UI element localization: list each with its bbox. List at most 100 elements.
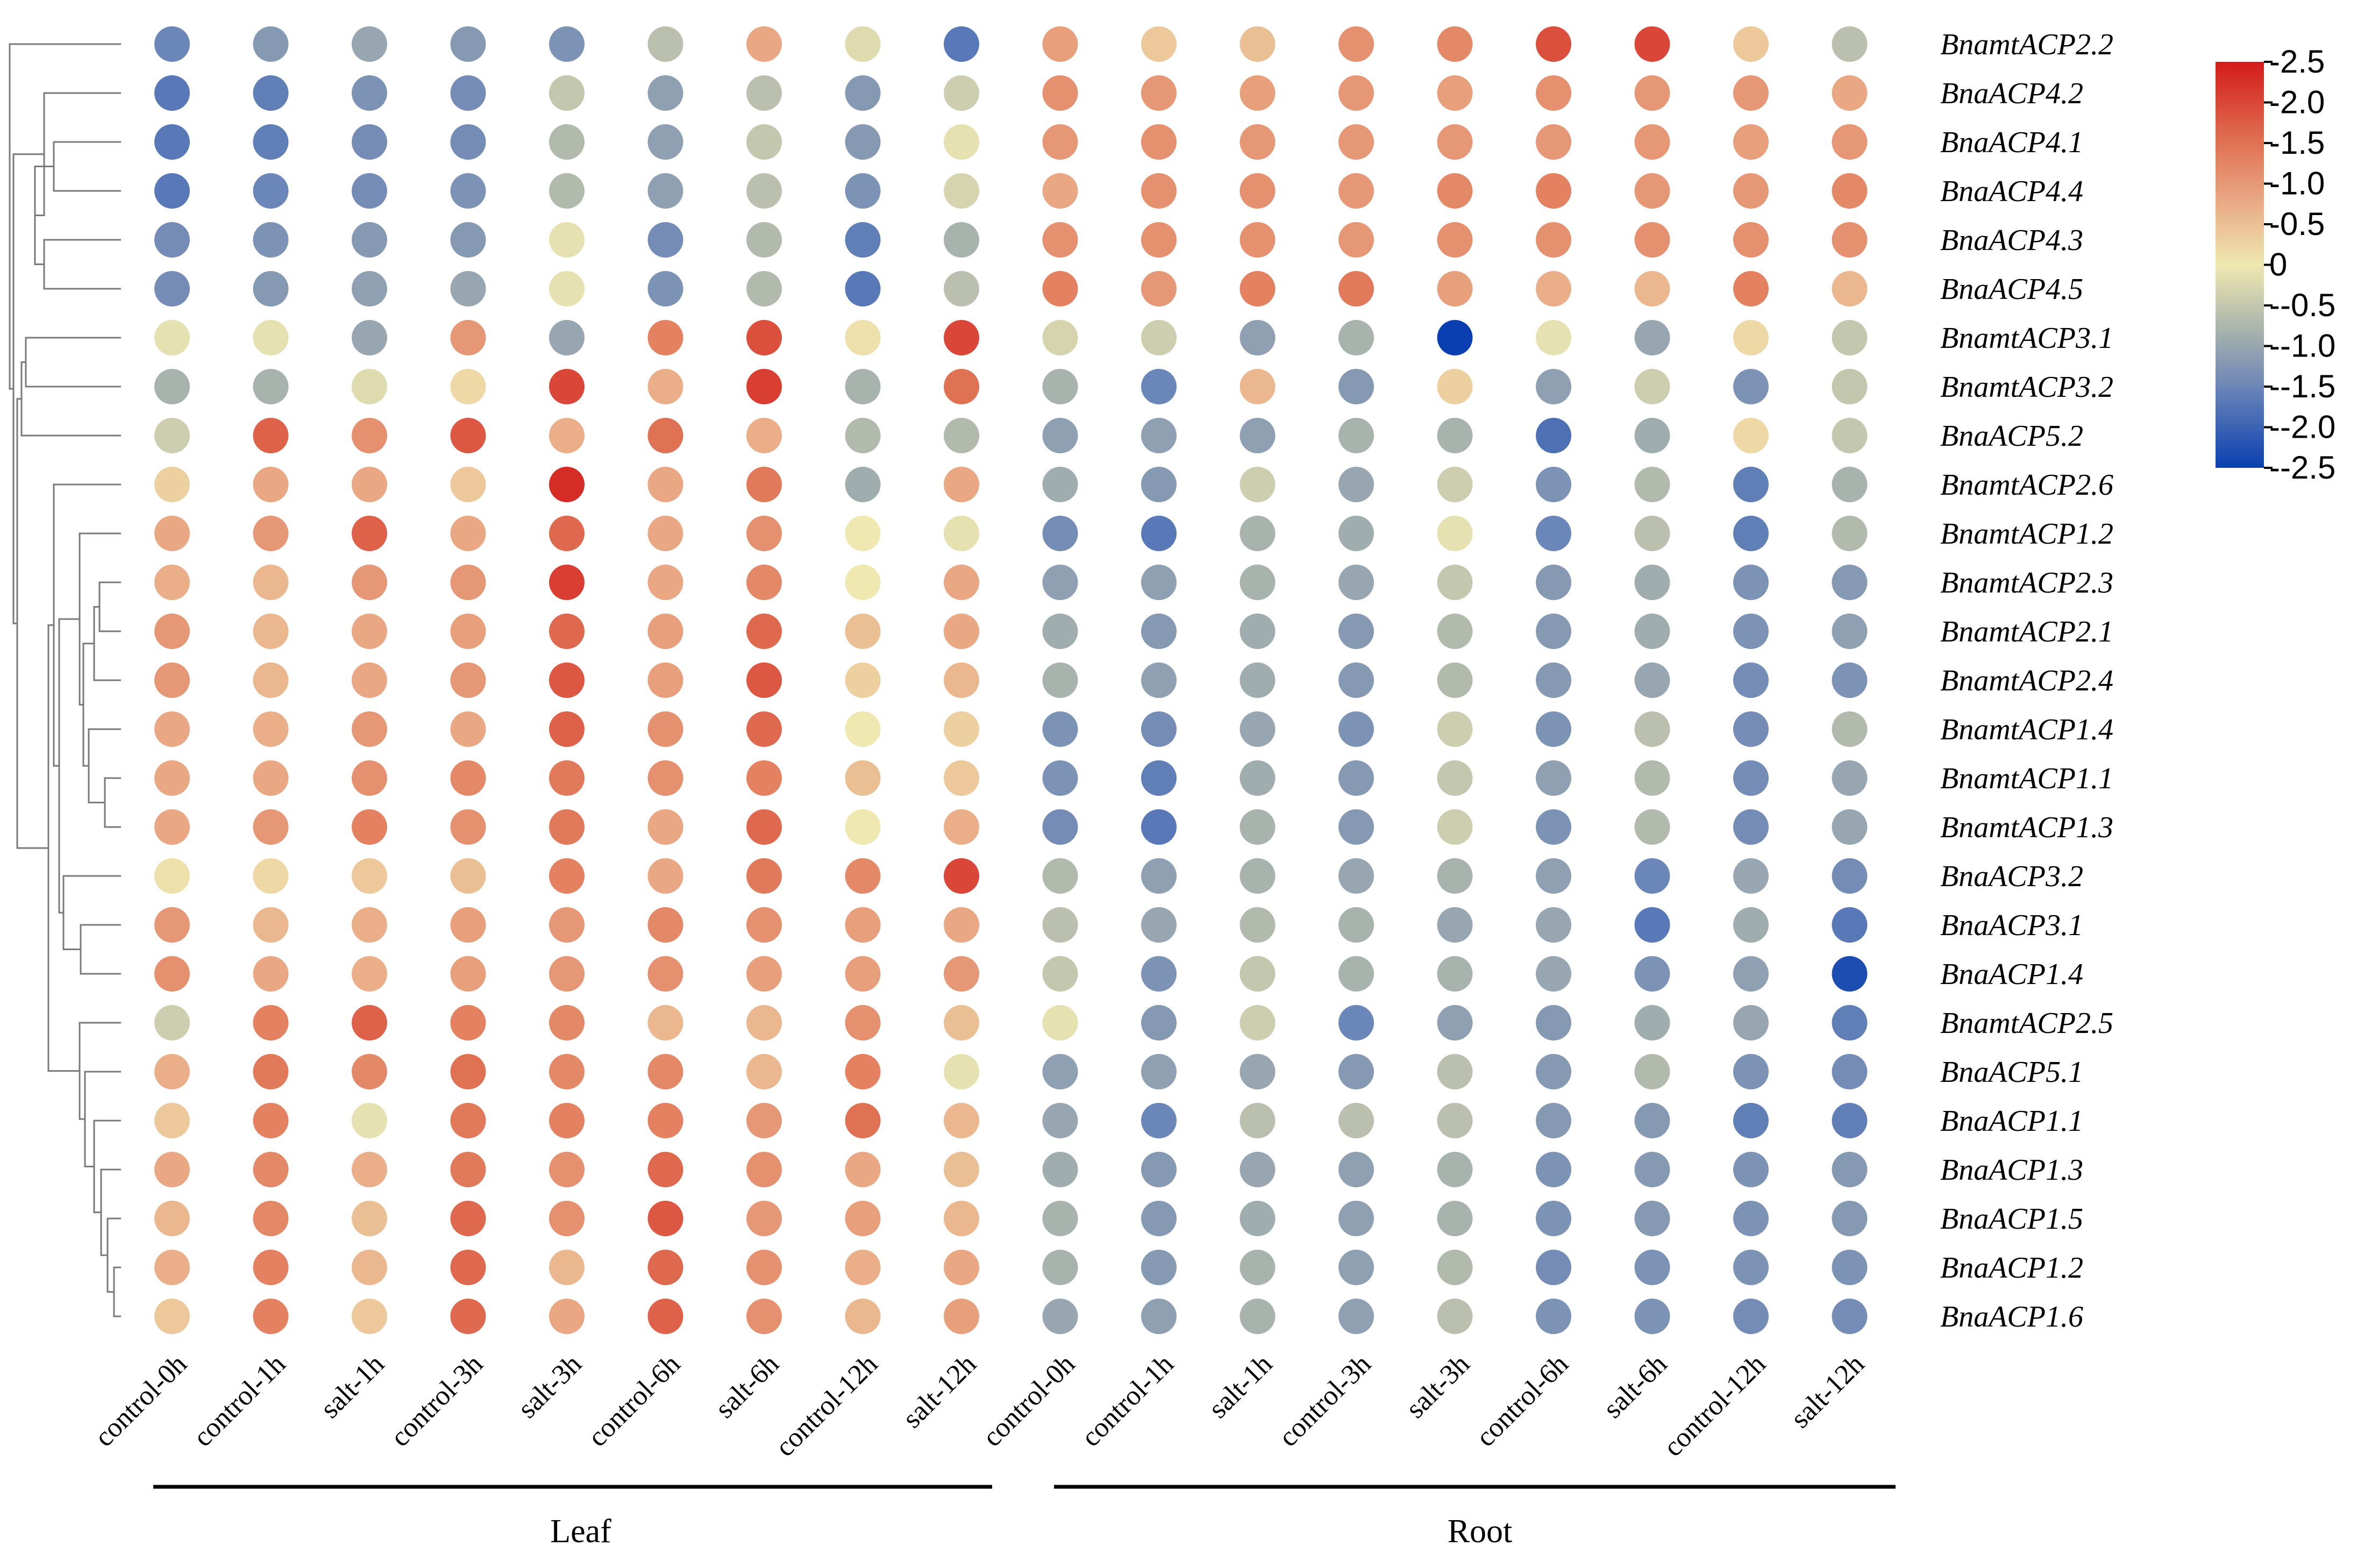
gene-label: BnamtACP2.2 xyxy=(1940,28,2113,61)
heatmap-dot xyxy=(944,614,979,649)
heatmap-dot xyxy=(1141,173,1177,209)
heatmap-dot xyxy=(1733,907,1769,943)
heatmap-dot xyxy=(944,320,979,355)
heatmap-dot xyxy=(746,516,782,551)
dendrogram-branch xyxy=(104,777,121,828)
dendrogram-branch xyxy=(9,43,121,390)
heatmap-dot xyxy=(944,173,979,209)
heatmap-dot xyxy=(944,711,979,747)
heatmap-dot xyxy=(944,662,979,698)
heatmap-dot xyxy=(1536,1250,1571,1285)
heatmap-dot xyxy=(647,565,683,600)
heatmap-dot xyxy=(1733,75,1769,111)
heatmap-dot xyxy=(746,26,782,62)
heatmap-dot xyxy=(1634,418,1670,453)
heatmap-dot xyxy=(746,907,782,943)
gene-label: BnaACP4.1 xyxy=(1940,126,2083,159)
heatmap-dot xyxy=(352,1103,387,1138)
heatmap-dot xyxy=(647,222,683,258)
heatmap-dot xyxy=(1437,662,1473,698)
heatmap-dot xyxy=(1338,565,1374,600)
heatmap-dot xyxy=(746,858,782,894)
heatmap-dot xyxy=(1832,271,1868,307)
heatmap-dot xyxy=(845,173,881,209)
heatmap-dot xyxy=(1338,124,1374,160)
heatmap-dot xyxy=(1437,75,1473,111)
heatmap-dot xyxy=(1042,75,1078,111)
heatmap-dot xyxy=(845,1103,881,1138)
heatmap-dot xyxy=(1832,1054,1868,1089)
heatmap-dot xyxy=(450,75,486,111)
heatmap-dot xyxy=(1733,1005,1769,1040)
heatmap-dot xyxy=(1634,271,1670,307)
heatmap-dot xyxy=(647,1054,683,1089)
heatmap-dot xyxy=(253,516,289,551)
heatmap-dot xyxy=(352,614,387,649)
heatmap-dot xyxy=(154,124,190,160)
heatmap-dot xyxy=(549,809,585,845)
heatmap-dot xyxy=(1536,467,1571,502)
heatmap-dot xyxy=(154,956,190,992)
column-tick-label: control-6h xyxy=(582,1349,686,1452)
heatmap-dot xyxy=(1338,1250,1374,1285)
heatmap-dot xyxy=(1536,124,1571,160)
heatmap-dot xyxy=(1240,173,1276,209)
heatmap-dot xyxy=(450,1005,486,1040)
heatmap-dot xyxy=(1832,26,1868,62)
heatmap-dot xyxy=(944,222,979,258)
heatmap-dot xyxy=(1634,760,1670,796)
heatmap-dot xyxy=(1042,320,1078,355)
heatmap-dot xyxy=(845,222,881,258)
heatmap-dot xyxy=(647,369,683,404)
heatmap-dot xyxy=(1141,418,1177,453)
heatmap-dot xyxy=(1240,614,1276,649)
heatmap-dot xyxy=(352,662,387,698)
heatmap-dot xyxy=(549,760,585,796)
heatmap-dot xyxy=(944,271,979,307)
heatmap-dot xyxy=(944,956,979,992)
heatmap-dot xyxy=(944,516,979,551)
heatmap-dot xyxy=(154,662,190,698)
heatmap-dot xyxy=(944,124,979,160)
heatmap-dot xyxy=(1042,711,1078,747)
heatmap-dot xyxy=(549,26,585,62)
column-tick-label: control-12h xyxy=(1658,1349,1772,1463)
row-dendrogram xyxy=(9,43,121,1317)
heatmap-dot xyxy=(944,809,979,845)
heatmap-dot xyxy=(1338,956,1374,992)
heatmap-dot xyxy=(450,1250,486,1285)
heatmap-dot xyxy=(352,907,387,943)
heatmap-dot xyxy=(1733,956,1769,992)
dendrogram-branch xyxy=(12,153,44,624)
heatmap-dot xyxy=(1733,1299,1769,1334)
gene-label: BnaACP1.6 xyxy=(1940,1300,2083,1334)
heatmap-dot xyxy=(944,1201,979,1236)
heatmap-dot xyxy=(1141,711,1177,747)
heatmap-dot xyxy=(1634,565,1670,600)
heatmap-dot xyxy=(1832,173,1868,209)
heatmap-dot xyxy=(845,760,881,796)
heatmap-dot xyxy=(253,1005,289,1040)
heatmap-dot xyxy=(1536,320,1571,355)
heatmap-dot xyxy=(352,320,387,355)
heatmap-dot xyxy=(1437,369,1473,404)
heatmap-dot xyxy=(549,222,585,258)
heatmap-dot xyxy=(1536,222,1571,258)
dendrogram-branch xyxy=(80,924,121,975)
heatmap-dot xyxy=(1338,662,1374,698)
heatmap-dot xyxy=(1832,467,1868,502)
dendrogram-branch xyxy=(93,606,121,681)
heatmap-dot xyxy=(352,124,387,160)
heatmap-dot xyxy=(746,1103,782,1138)
heatmap-dot xyxy=(1338,809,1374,845)
heatmap-dot xyxy=(1536,418,1571,453)
heatmap-dot xyxy=(944,760,979,796)
heatmap-dot xyxy=(1733,467,1769,502)
heatmap-dot xyxy=(1536,907,1571,943)
heatmap-dot xyxy=(352,1201,387,1236)
gene-label: BnamtACP1.2 xyxy=(1940,517,2113,551)
heatmap-dot xyxy=(352,1054,387,1089)
heatmap-dot xyxy=(1141,614,1177,649)
gene-label: BnamtACP3.2 xyxy=(1940,370,2113,404)
heatmap-dot xyxy=(1634,75,1670,111)
